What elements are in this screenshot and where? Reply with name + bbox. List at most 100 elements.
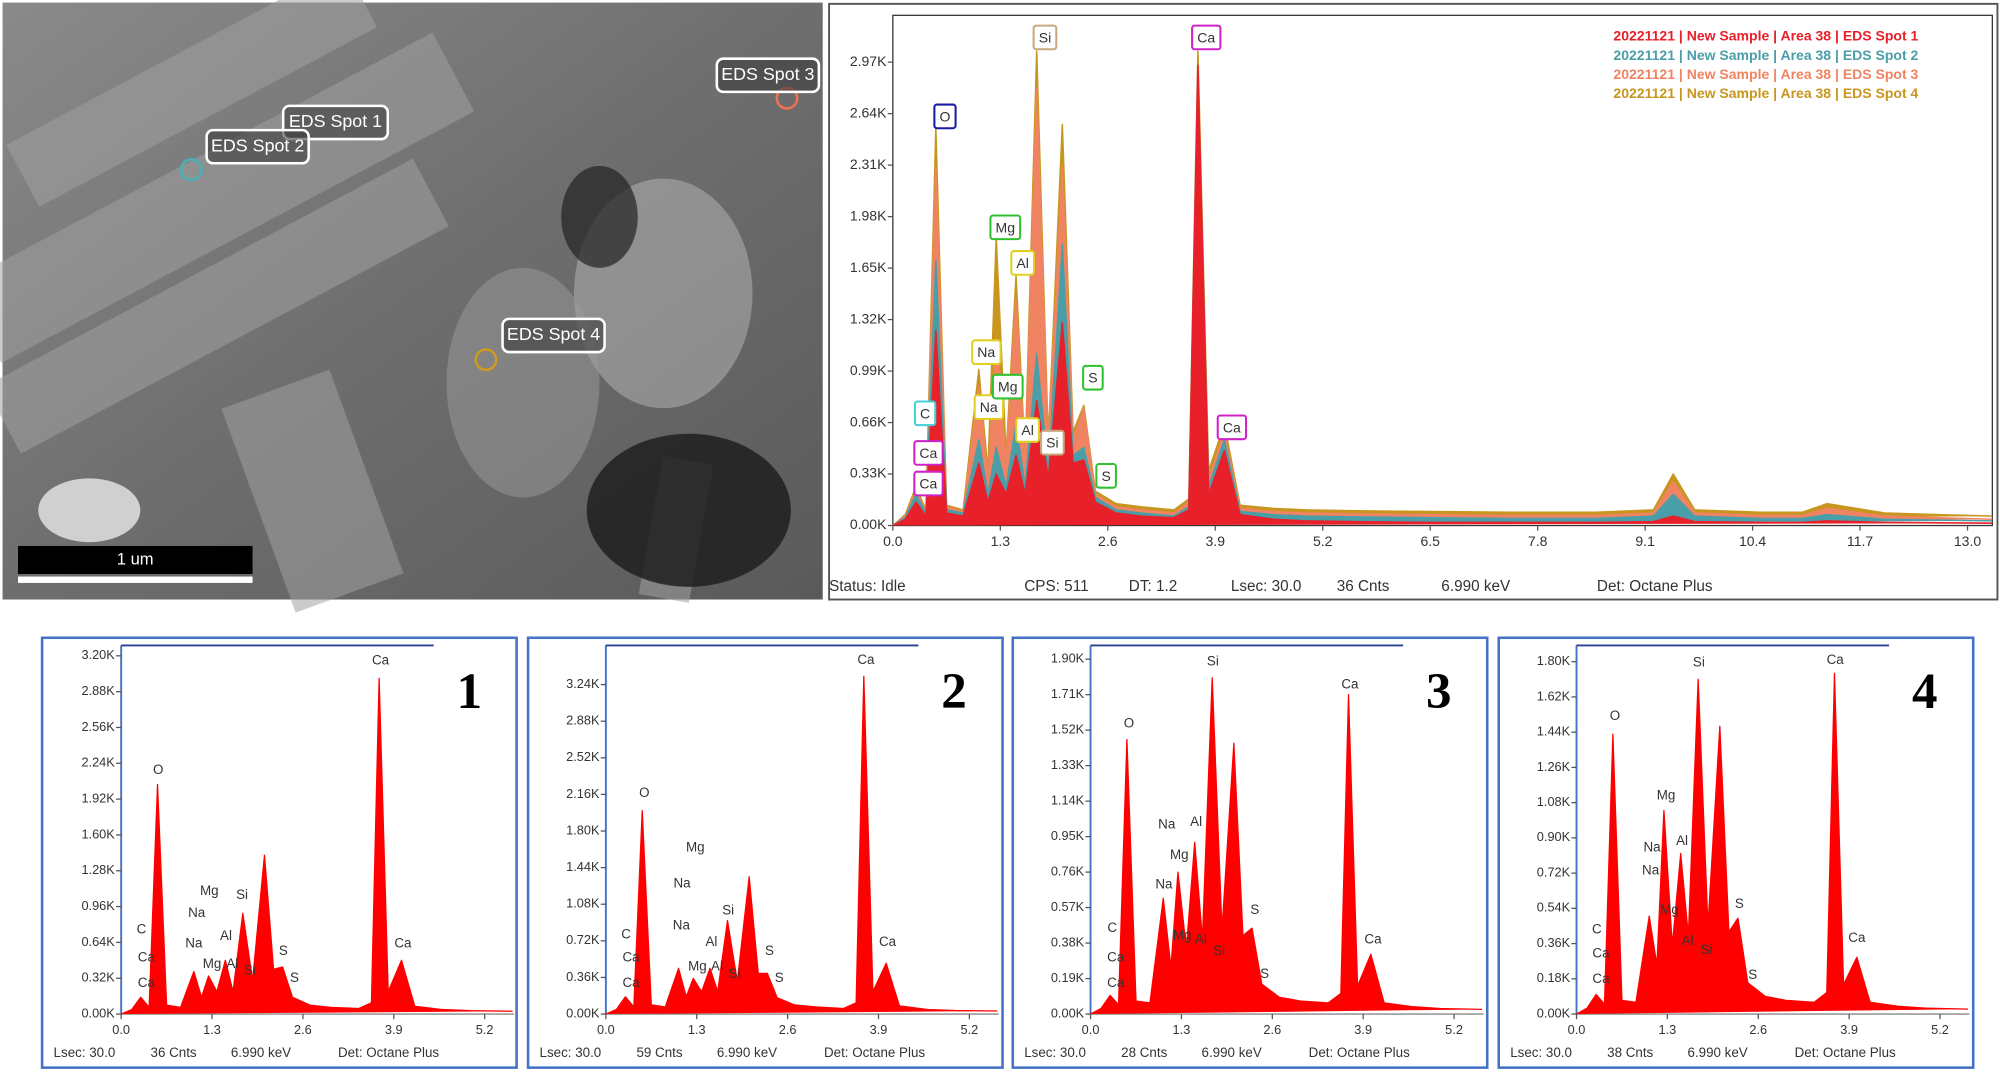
element-label: Mg	[1660, 902, 1679, 917]
element-label: Na	[980, 399, 998, 415]
y-tick-label: 2.64K	[850, 104, 887, 120]
status-text: Det: Octane Plus	[338, 1045, 439, 1060]
spot-text: EDS Spot 1	[289, 111, 382, 131]
status-text: Det: Octane Plus	[824, 1045, 925, 1060]
spot-label: EDS Spot 1	[281, 104, 390, 141]
element-label-box	[989, 214, 1022, 241]
x-tick-label: 13.0	[1954, 533, 1981, 549]
element-label: Ca	[138, 975, 156, 990]
element-label-box	[913, 470, 944, 497]
y-tick-label: 1.33K	[1051, 757, 1085, 772]
element-label: Al	[1682, 933, 1694, 948]
element-label: Ca	[1107, 975, 1125, 990]
chart: 0.00K 0.18K 0.36K 0.54K 0.72K 0.90K 1.08K 1.26K…	[1497, 636, 1975, 1069]
element-label: Na	[185, 936, 203, 951]
element-label: Na	[674, 875, 692, 890]
y-tick-label: 0.18K	[1537, 970, 1571, 985]
x-tick-label: 2.6	[294, 1022, 312, 1037]
status-text: 59 Cnts	[636, 1045, 682, 1060]
status-text: Lsec: 30.0	[54, 1045, 116, 1060]
spectrum-area	[1090, 677, 1483, 1015]
element-label: Mg	[1173, 928, 1192, 943]
x-tick-label: 0.0	[597, 1022, 615, 1037]
legend-entry: 20221121 | New Sample | Area 38 | EDS Sp…	[1613, 28, 1918, 44]
element-label: Si	[1046, 435, 1058, 451]
panel-label: 1	[457, 664, 483, 720]
spectrum-area	[120, 677, 513, 1015]
y-tick-label: 1.44K	[566, 859, 600, 874]
y-tick-label: 0.57K	[1051, 899, 1085, 914]
x-tick-label: 3.9	[1206, 533, 1226, 549]
sem-shadow	[561, 165, 638, 268]
element-label: Na	[188, 905, 206, 920]
element-label: Ca	[622, 975, 640, 990]
x-tick-label: 5.2	[1313, 533, 1333, 549]
status-text: 6.990 keV	[231, 1045, 291, 1060]
spot-marker	[179, 158, 203, 182]
y-tick-label: 3.20K	[81, 647, 115, 662]
spectrum-area	[1576, 672, 1968, 1015]
x-tick-label: 1.3	[1659, 1022, 1677, 1037]
y-tick-label: 1.92K	[81, 790, 115, 805]
status-text: 6.990 keV	[717, 1045, 777, 1060]
y-tick-label: 2.88K	[566, 713, 600, 728]
status-text: DT: 1.2	[1129, 578, 1177, 595]
y-tick-label: 0.76K	[1051, 863, 1085, 878]
element-label: O	[939, 108, 950, 124]
x-tick-label: 6.5	[1420, 533, 1440, 549]
x-tick-label: 9.1	[1635, 533, 1655, 549]
y-tick-label: 1.80K	[566, 822, 600, 837]
x-tick-label: 3.9	[385, 1022, 403, 1037]
element-label: Ca	[1592, 945, 1610, 960]
y-tick-label: 2.31K	[850, 156, 887, 172]
element-label: Na	[1642, 862, 1660, 877]
status-text: 6.990 keV	[1202, 1045, 1262, 1060]
element-label: Ca	[1197, 29, 1215, 45]
element-label: Al	[1016, 255, 1028, 271]
panel-label: 3	[1426, 664, 1452, 720]
element-label: Mg	[998, 379, 1017, 395]
scale-bar-label: 1 um	[117, 549, 154, 568]
y-tick-label: 0.00K	[81, 1005, 115, 1020]
sem-shadow	[586, 433, 791, 587]
y-tick-label: 0.33K	[850, 465, 887, 481]
element-label: Si	[244, 962, 256, 977]
element-label: Si	[1693, 654, 1705, 669]
y-tick-label: 1.60K	[81, 826, 115, 841]
status-text: Lsec: 30.0	[540, 1045, 602, 1060]
element-label: S	[1088, 370, 1097, 386]
status-text: Det: Octane Plus	[1795, 1045, 1896, 1060]
element-label: Si	[1207, 653, 1219, 668]
element-label: Si	[722, 902, 734, 917]
y-tick-label: 1.98K	[850, 207, 887, 223]
element-label: Si	[236, 887, 248, 902]
status-text: CPS: 511	[1024, 578, 1088, 595]
element-label: Si	[1701, 942, 1713, 957]
x-tick-label: 1.3	[203, 1022, 221, 1037]
y-tick-label: 0.00K	[850, 516, 887, 532]
spot-text: EDS Spot 2	[211, 135, 304, 155]
element-label: C	[920, 405, 930, 421]
y-tick-label: 2.97K	[850, 53, 887, 69]
x-tick-label: 5.2	[960, 1022, 978, 1037]
element-label: O	[153, 762, 163, 777]
panel-label: 2	[941, 664, 967, 720]
element-label: S	[775, 970, 784, 985]
y-tick-label: 0.66K	[850, 413, 887, 429]
status-text: 6.990 keV	[1688, 1045, 1748, 1060]
y-tick-label: 1.32K	[850, 310, 887, 326]
legend-entry: 20221121 | New Sample | Area 38 | EDS Sp…	[1613, 85, 1918, 101]
element-label-box	[933, 103, 957, 130]
element-label: Al	[226, 956, 238, 971]
element-label-box	[1095, 463, 1117, 489]
y-tick-label: 1.52K	[1051, 722, 1085, 737]
element-label-box	[913, 400, 937, 427]
element-label-box	[1032, 24, 1058, 51]
element-label: C	[1107, 920, 1117, 935]
element-label: Ca	[857, 652, 875, 667]
y-tick-label: 0.19K	[1051, 970, 1085, 985]
chart: 0.00K 0.32K 0.64K 0.96K 1.28K 1.60K 1.92K 2.24K…	[40, 636, 518, 1069]
element-label: Si	[1213, 943, 1225, 958]
y-tick-label: 3.24K	[566, 676, 600, 691]
